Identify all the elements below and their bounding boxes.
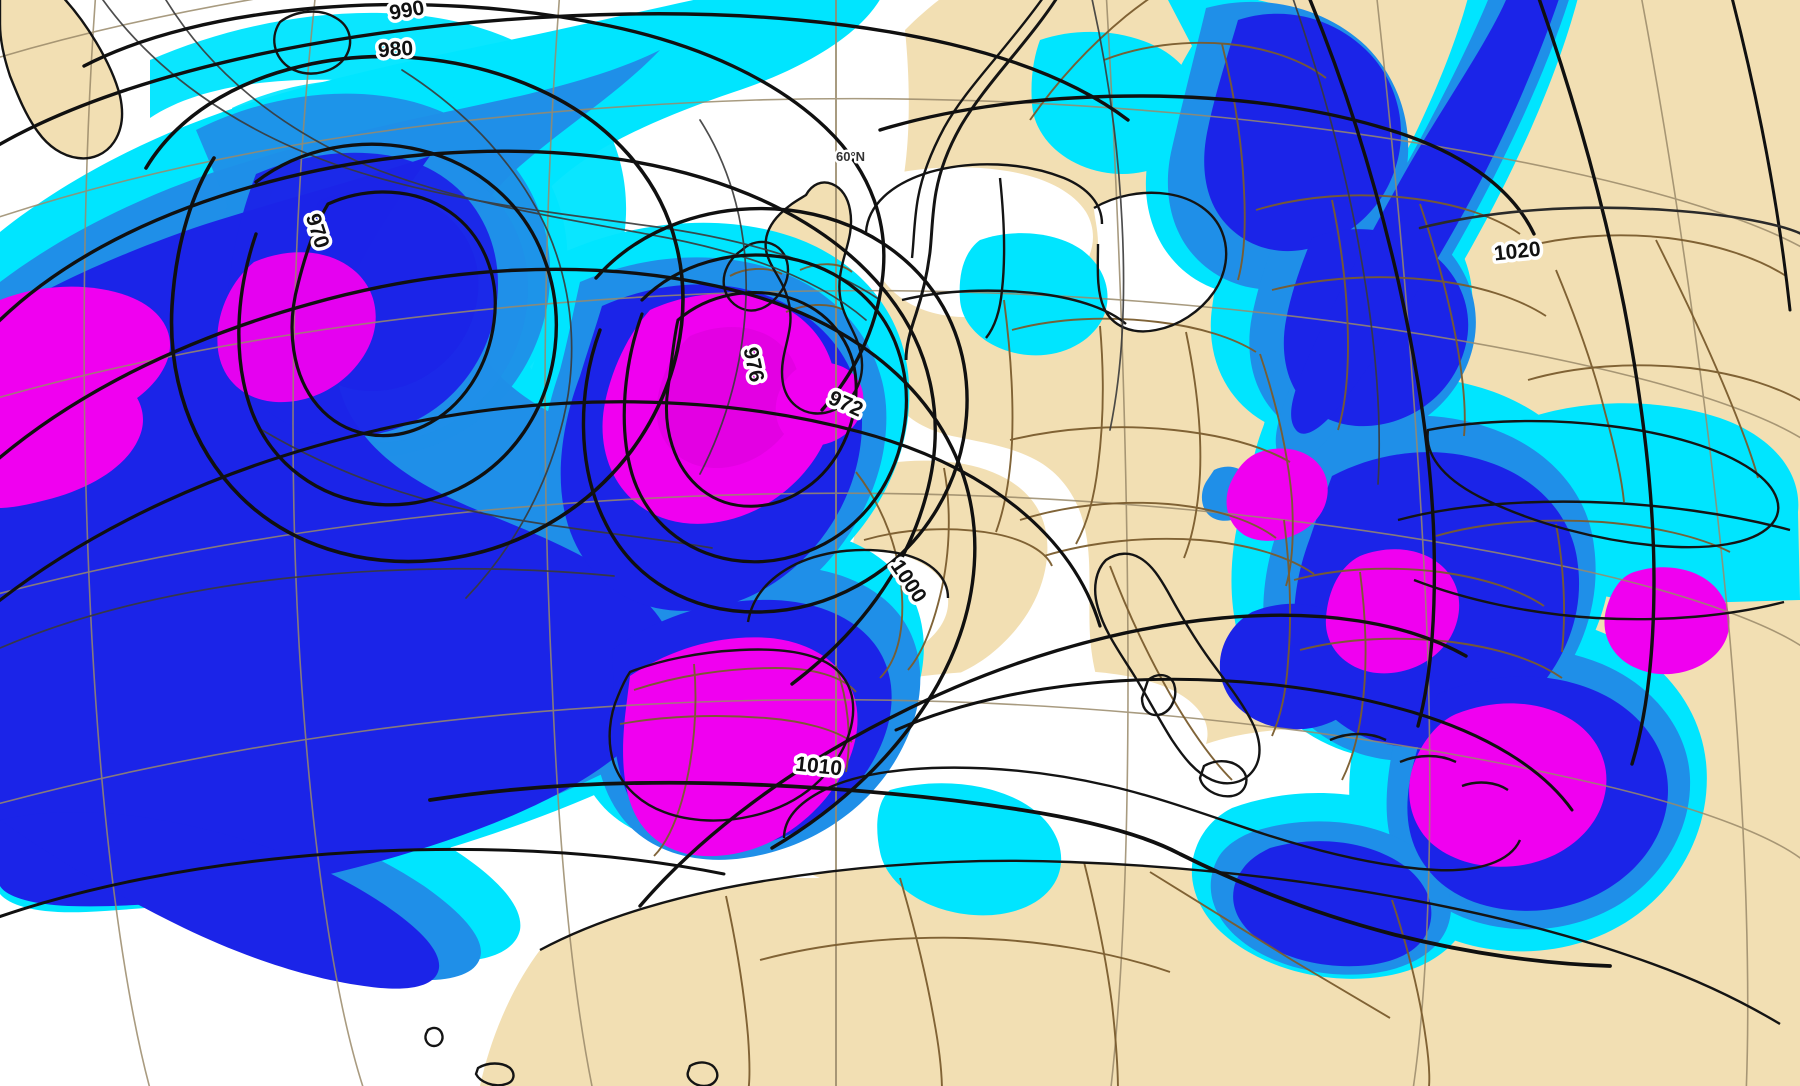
isobar-label-1010: 1010 xyxy=(794,753,843,781)
precip-band-extreme xyxy=(0,252,1730,867)
graticule-label-60n: 60°N xyxy=(836,149,865,164)
isobar-layer xyxy=(0,0,1800,968)
graticule-labels-layer: 60°N xyxy=(834,147,868,167)
isobar-label-980: 980 xyxy=(377,37,414,62)
isobar-label-1020: 1020 xyxy=(1493,238,1542,266)
